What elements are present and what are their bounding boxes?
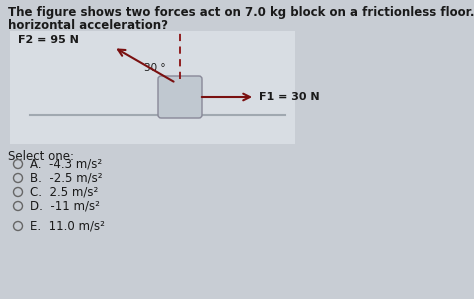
Text: D.  -11 m/s²: D. -11 m/s² xyxy=(30,199,100,213)
Text: E.  11.0 m/s²: E. 11.0 m/s² xyxy=(30,219,105,233)
Text: horizontal acceleration?: horizontal acceleration? xyxy=(8,19,168,32)
Text: The figure shows two forces act on 7.0 kg block on a frictionless floor. What is: The figure shows two forces act on 7.0 k… xyxy=(8,6,474,19)
Text: Select one:: Select one: xyxy=(8,150,74,163)
FancyBboxPatch shape xyxy=(158,76,202,118)
Text: B.  -2.5 m/s²: B. -2.5 m/s² xyxy=(30,172,102,184)
Text: 30 °: 30 ° xyxy=(145,63,166,73)
Text: F1 = 30 N: F1 = 30 N xyxy=(259,92,319,102)
Bar xyxy=(10,31,295,144)
Text: A.  -4.3 m/s²: A. -4.3 m/s² xyxy=(30,158,102,170)
Text: C.  2.5 m/s²: C. 2.5 m/s² xyxy=(30,185,98,199)
Text: F2 = 95 N: F2 = 95 N xyxy=(18,35,79,45)
